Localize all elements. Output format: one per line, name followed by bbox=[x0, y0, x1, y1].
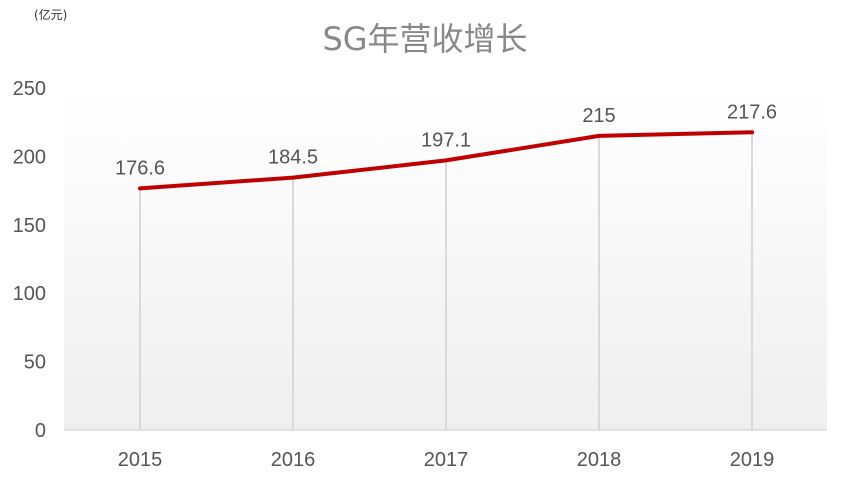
drop-lines bbox=[139, 132, 753, 430]
y-tick-label: 0 bbox=[35, 420, 46, 442]
x-tick-label: 2016 bbox=[271, 449, 316, 471]
x-tick-label: 2019 bbox=[730, 449, 775, 471]
chart-title: SG年营收增长 bbox=[322, 20, 528, 58]
unit-label: (亿元) bbox=[34, 8, 68, 22]
y-tick-label: 50 bbox=[24, 352, 46, 374]
y-tick-label: 200 bbox=[13, 146, 46, 168]
y-tick-label: 250 bbox=[13, 78, 46, 100]
data-label: 184.5 bbox=[268, 147, 318, 169]
data-label: 217.6 bbox=[727, 101, 777, 123]
data-label: 197.1 bbox=[421, 129, 471, 151]
y-axis: 0 50 100 150 200 250 bbox=[13, 78, 46, 442]
data-label: 215 bbox=[582, 105, 615, 127]
x-axis: 2015 2016 2017 2018 2019 bbox=[118, 449, 775, 471]
data-labels: 176.6 184.5 197.1 215 217.6 bbox=[115, 101, 777, 179]
y-tick-label: 150 bbox=[13, 215, 46, 237]
y-tick-label: 100 bbox=[13, 283, 46, 305]
data-label: 176.6 bbox=[115, 157, 165, 179]
series-line bbox=[138, 130, 754, 191]
x-tick-label: 2017 bbox=[424, 449, 469, 471]
x-tick-label: 2018 bbox=[577, 449, 622, 471]
x-tick-label: 2015 bbox=[118, 449, 163, 471]
